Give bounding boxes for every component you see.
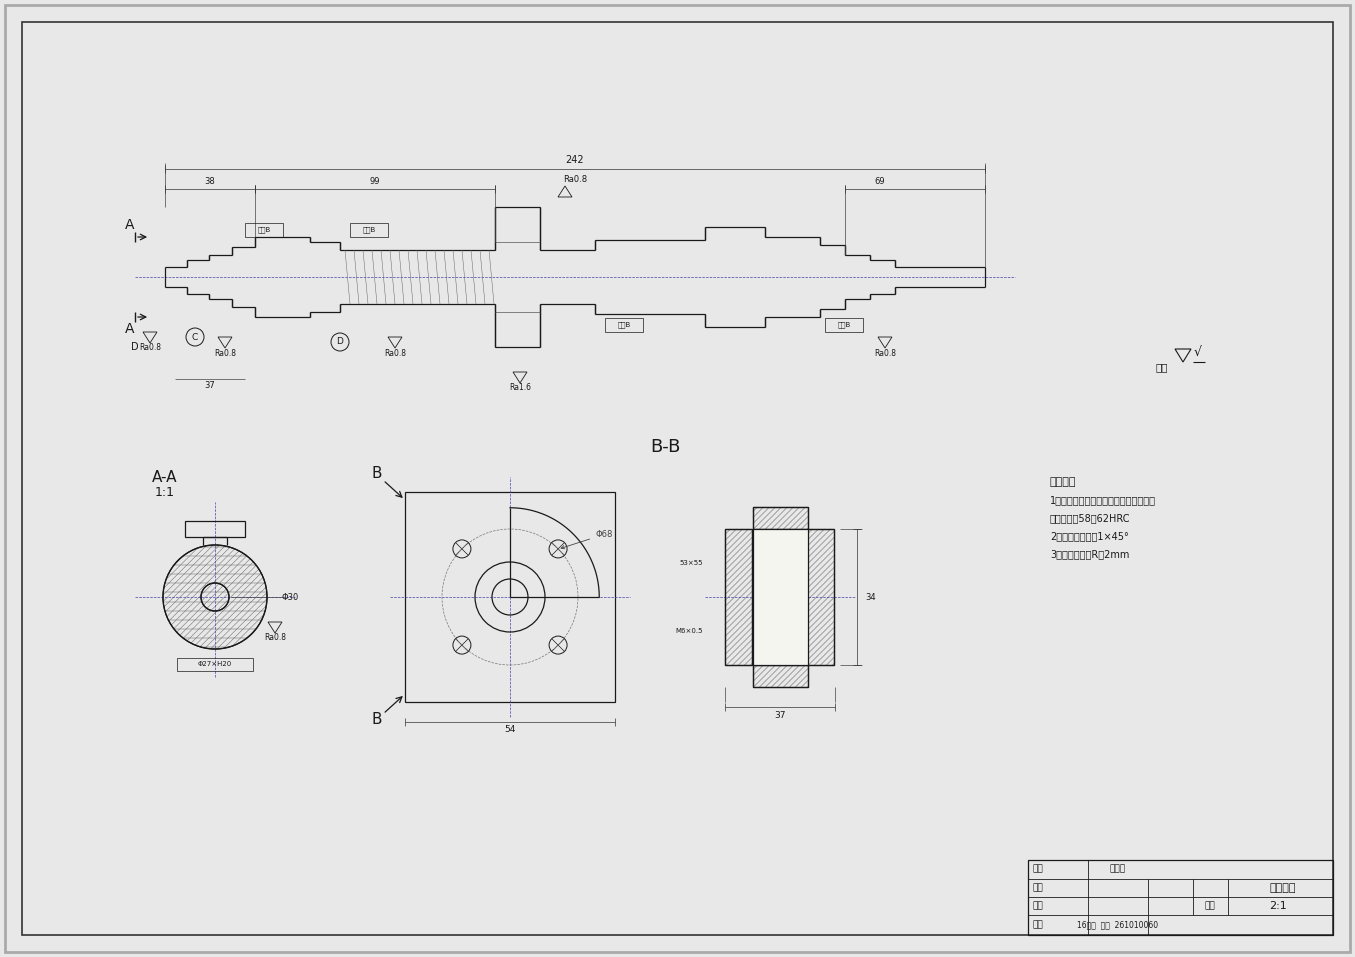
Text: B: B <box>371 713 382 727</box>
Text: 硬度应达到58～62HRC: 硬度应达到58～62HRC <box>1050 513 1130 523</box>
Bar <box>725 529 752 665</box>
Text: 键槽B: 键槽B <box>362 227 375 234</box>
Bar <box>753 529 808 665</box>
Text: 37: 37 <box>774 710 786 720</box>
Text: 69: 69 <box>875 176 885 186</box>
Text: Φ68: Φ68 <box>561 530 612 548</box>
Text: A-A: A-A <box>152 470 178 484</box>
Text: Ra0.8: Ra0.8 <box>140 344 161 352</box>
Bar <box>178 658 253 671</box>
Text: M6×0.5: M6×0.5 <box>676 628 703 634</box>
Text: Φ27×H20: Φ27×H20 <box>198 661 232 667</box>
Text: Φ30: Φ30 <box>282 592 298 602</box>
Text: 审核: 审核 <box>1033 901 1043 910</box>
Text: 38: 38 <box>205 176 215 186</box>
Text: B-B: B-B <box>650 438 680 456</box>
Bar <box>753 665 808 687</box>
Text: 242: 242 <box>565 155 584 165</box>
Text: 其余: 其余 <box>1154 362 1168 372</box>
Bar <box>753 507 808 529</box>
Text: 37: 37 <box>205 381 215 389</box>
Bar <box>808 529 833 665</box>
Text: √: √ <box>1194 345 1202 359</box>
Text: Ra1.6: Ra1.6 <box>509 384 531 392</box>
Bar <box>604 318 644 332</box>
Bar <box>753 665 808 687</box>
Text: C: C <box>192 332 198 342</box>
Text: B: B <box>371 466 382 481</box>
Bar <box>808 529 833 665</box>
Text: 1、零件经淨火处理后，设饥和输送带分: 1、零件经淨火处理后，设饥和输送带分 <box>1050 495 1156 505</box>
Text: Ra0.8: Ra0.8 <box>383 348 406 358</box>
Text: 键槽B: 键槽B <box>618 322 630 328</box>
Text: A: A <box>125 322 134 336</box>
Bar <box>186 521 245 537</box>
Text: 键槽B: 键槽B <box>837 322 851 328</box>
Text: 53×55: 53×55 <box>679 560 703 566</box>
Text: 99: 99 <box>370 176 381 186</box>
Bar <box>825 318 863 332</box>
Text: 校核: 校核 <box>1033 883 1043 893</box>
Text: 设计: 设计 <box>1033 864 1043 874</box>
Text: Ra0.8: Ra0.8 <box>214 348 236 358</box>
Bar <box>405 492 615 702</box>
Text: 方芊宇: 方芊宇 <box>1110 864 1126 874</box>
Text: 班级: 班级 <box>1033 921 1043 929</box>
Text: Ra0.8: Ra0.8 <box>562 174 587 184</box>
Text: 比例: 比例 <box>1205 901 1215 910</box>
Bar <box>753 507 808 529</box>
Text: D: D <box>131 342 138 352</box>
Text: 键槽B: 键槽B <box>257 227 271 234</box>
Text: Ra0.8: Ra0.8 <box>264 634 286 642</box>
Bar <box>245 223 283 237</box>
Bar <box>1028 860 1333 935</box>
Bar <box>725 529 752 665</box>
Text: 技术要求: 技术要求 <box>1050 477 1076 487</box>
Text: 渗碳丝杆: 渗碳丝杆 <box>1270 883 1297 893</box>
Text: 3、未注回角协R＝2mm: 3、未注回角协R＝2mm <box>1050 549 1129 559</box>
Text: 2、未注倒角均为1×45°: 2、未注倒角均为1×45° <box>1050 531 1129 541</box>
Text: 54: 54 <box>504 725 516 735</box>
Text: 34: 34 <box>866 592 877 602</box>
Text: Ra0.8: Ra0.8 <box>874 348 896 358</box>
Text: 16机械  学号  261010060: 16机械 学号 261010060 <box>1077 921 1159 929</box>
Text: 2:1: 2:1 <box>1270 901 1287 911</box>
Text: D: D <box>336 338 343 346</box>
Text: A: A <box>125 218 134 232</box>
Text: 1:1: 1:1 <box>154 485 175 499</box>
Bar <box>350 223 388 237</box>
